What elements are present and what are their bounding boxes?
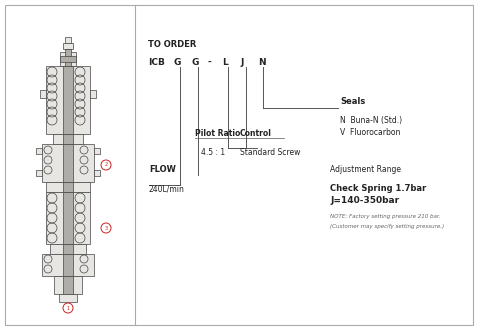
Bar [63,254,73,276]
Text: -: - [208,58,212,67]
Text: G: G [174,58,181,67]
Text: FLOW: FLOW [149,165,176,174]
Text: Standard Screw: Standard Screw [240,148,300,157]
Text: 240L/min: 240L/min [149,184,185,193]
Text: L: L [222,58,228,67]
Text: ICB: ICB [148,58,165,67]
Bar [65,49,71,69]
Bar [60,52,76,66]
Text: J=140-350bar: J=140-350bar [330,196,399,205]
Bar [60,56,76,62]
Bar [94,148,100,154]
Bar [36,170,42,176]
Bar [65,37,71,43]
Bar [94,170,100,176]
Bar [46,182,90,192]
Bar [63,43,73,49]
Text: Check Spring 1.7bar: Check Spring 1.7bar [330,184,426,193]
Bar [63,144,73,182]
Bar [54,276,82,294]
Bar [63,244,73,254]
Text: J: J [240,58,243,67]
Text: Pilot Ratio: Pilot Ratio [195,129,240,138]
Text: (Customer may specify setting pressure.): (Customer may specify setting pressure.) [330,224,444,229]
Bar [63,182,73,192]
Text: N  Buna-N (Std.): N Buna-N (Std.) [340,116,402,125]
Text: NOTE: Factory setting pressure 210 bar.: NOTE: Factory setting pressure 210 bar. [330,214,440,219]
Text: TO ORDER: TO ORDER [148,40,196,49]
Bar [46,192,90,244]
Text: Adjustment Range: Adjustment Range [330,165,401,174]
Bar [42,144,94,182]
Bar [50,244,86,254]
Text: 4.5 : 1: 4.5 : 1 [201,148,225,157]
Bar [53,134,83,144]
Bar [63,192,73,244]
Text: 2: 2 [104,162,108,168]
Bar [40,90,46,98]
Text: V  Fluorocarbon: V Fluorocarbon [340,128,401,137]
Text: 3: 3 [104,225,108,230]
Bar [42,254,94,276]
Bar [63,134,73,144]
Bar [46,66,90,134]
Bar [59,294,77,302]
Bar [36,148,42,154]
Text: 1: 1 [66,306,70,311]
Text: Seals: Seals [340,97,365,106]
Text: N: N [258,58,266,67]
Text: G: G [192,58,199,67]
Bar [63,276,73,294]
Bar [90,90,96,98]
Bar [63,66,73,134]
Text: Control: Control [240,129,272,138]
